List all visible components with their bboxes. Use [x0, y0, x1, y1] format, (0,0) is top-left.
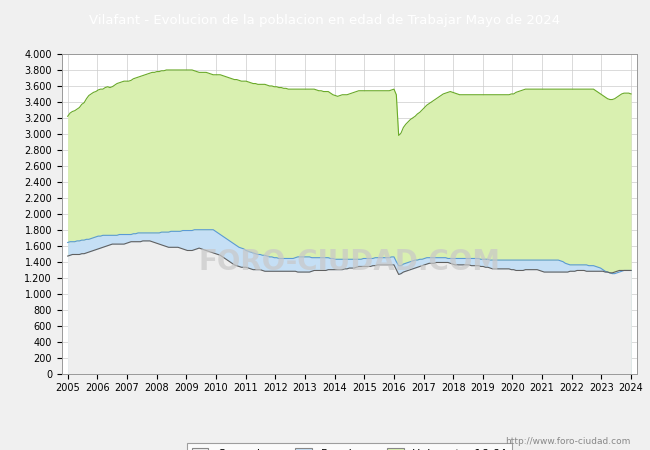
Text: http://www.foro-ciudad.com: http://www.foro-ciudad.com [505, 436, 630, 446]
Text: FORO-CIUDAD.COM: FORO-CIUDAD.COM [198, 248, 500, 276]
Legend: Ocupados, Parados, Hab. entre 16-64: Ocupados, Parados, Hab. entre 16-64 [187, 443, 512, 450]
Text: Vilafant - Evolucion de la poblacion en edad de Trabajar Mayo de 2024: Vilafant - Evolucion de la poblacion en … [90, 14, 560, 27]
